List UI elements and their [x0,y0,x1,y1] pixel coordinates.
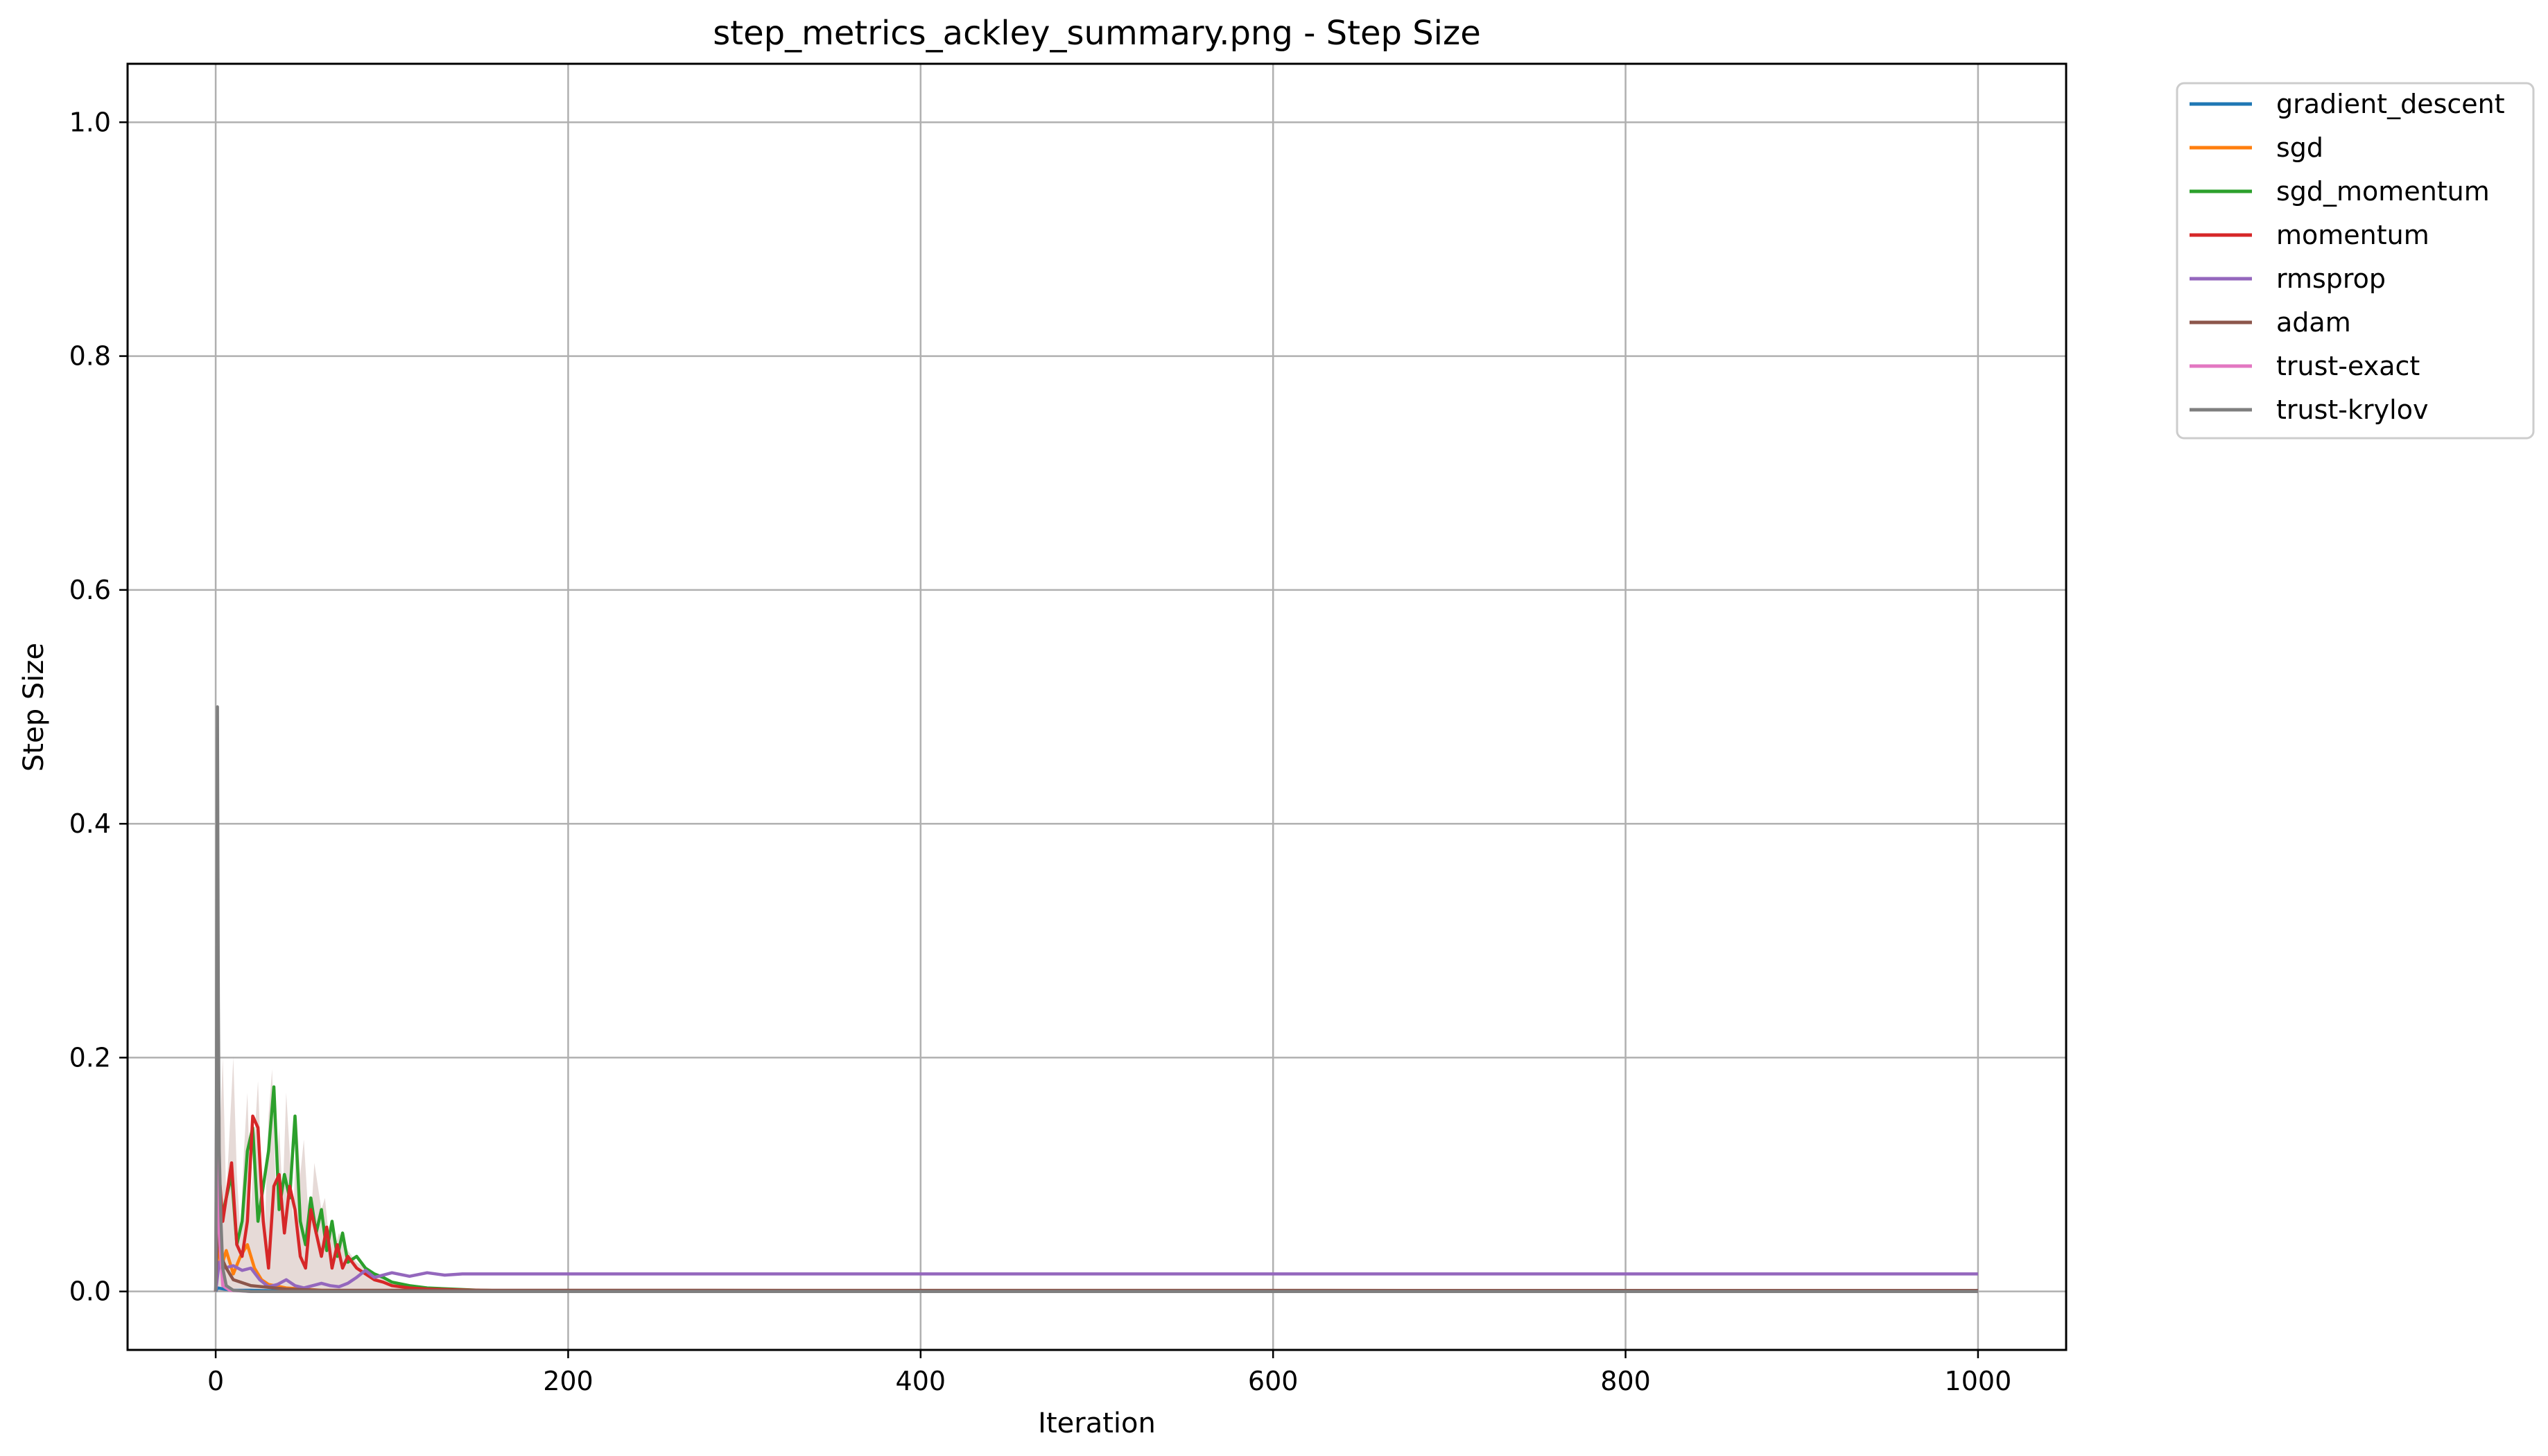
x-axis-label: Iteration [1038,1407,1156,1439]
y-tick-label: 0.6 [69,575,111,605]
x-tick-label: 200 [543,1366,593,1396]
legend-label-adam: adam [2276,307,2351,338]
series-line-sgd_momentum [214,1085,1978,1293]
y-tick-label: 1.0 [69,107,111,137]
x-tick-label: 800 [1600,1366,1651,1396]
legend-label-sgd: sgd [2276,132,2323,163]
y-tick-label: 0.8 [69,341,111,372]
series-line-trust-krylov [214,705,1978,1293]
legend-label-gradient_descent: gradient_descent [2276,89,2505,119]
plot-frame [126,62,2068,1351]
y-axis-ticks: 0.0 0.2 0.4 0.6 0.8 1.0 [69,107,128,1307]
x-tick-label: 600 [1248,1366,1299,1396]
legend-label-trust-exact: trust-exact [2276,351,2420,381]
series-line-rmsprop [214,1260,1978,1292]
y-tick-label: 0.2 [69,1042,111,1073]
x-tick-label: 1000 [1945,1366,2012,1396]
plot-clip [214,705,1978,1293]
y-axis-label: Step Size [18,643,50,772]
series-line-momentum [214,1114,1978,1293]
x-tick-label: 400 [896,1366,946,1396]
chart-title: step_metrics_ackley_summary.png - Step S… [713,14,1480,53]
legend-label-sgd_momentum: sgd_momentum [2276,176,2490,207]
legend-label-rmsprop: rmsprop [2276,263,2386,294]
plot-area [128,64,2066,1350]
legend-label-momentum: momentum [2276,220,2429,250]
shaded-bands [216,1057,428,1292]
x-axis-ticks: 0 200 400 600 800 1000 [207,1350,2011,1396]
legend-frame [2176,82,2535,440]
series-lines [214,705,1978,1293]
y-tick-label: 0.0 [69,1276,111,1307]
grid-lines [128,64,2066,1350]
y-tick-label: 0.4 [69,808,111,839]
band-adam [216,1057,428,1292]
x-tick-label: 0 [207,1366,224,1396]
legend-label-trust-krylov: trust-krylov [2276,395,2428,425]
